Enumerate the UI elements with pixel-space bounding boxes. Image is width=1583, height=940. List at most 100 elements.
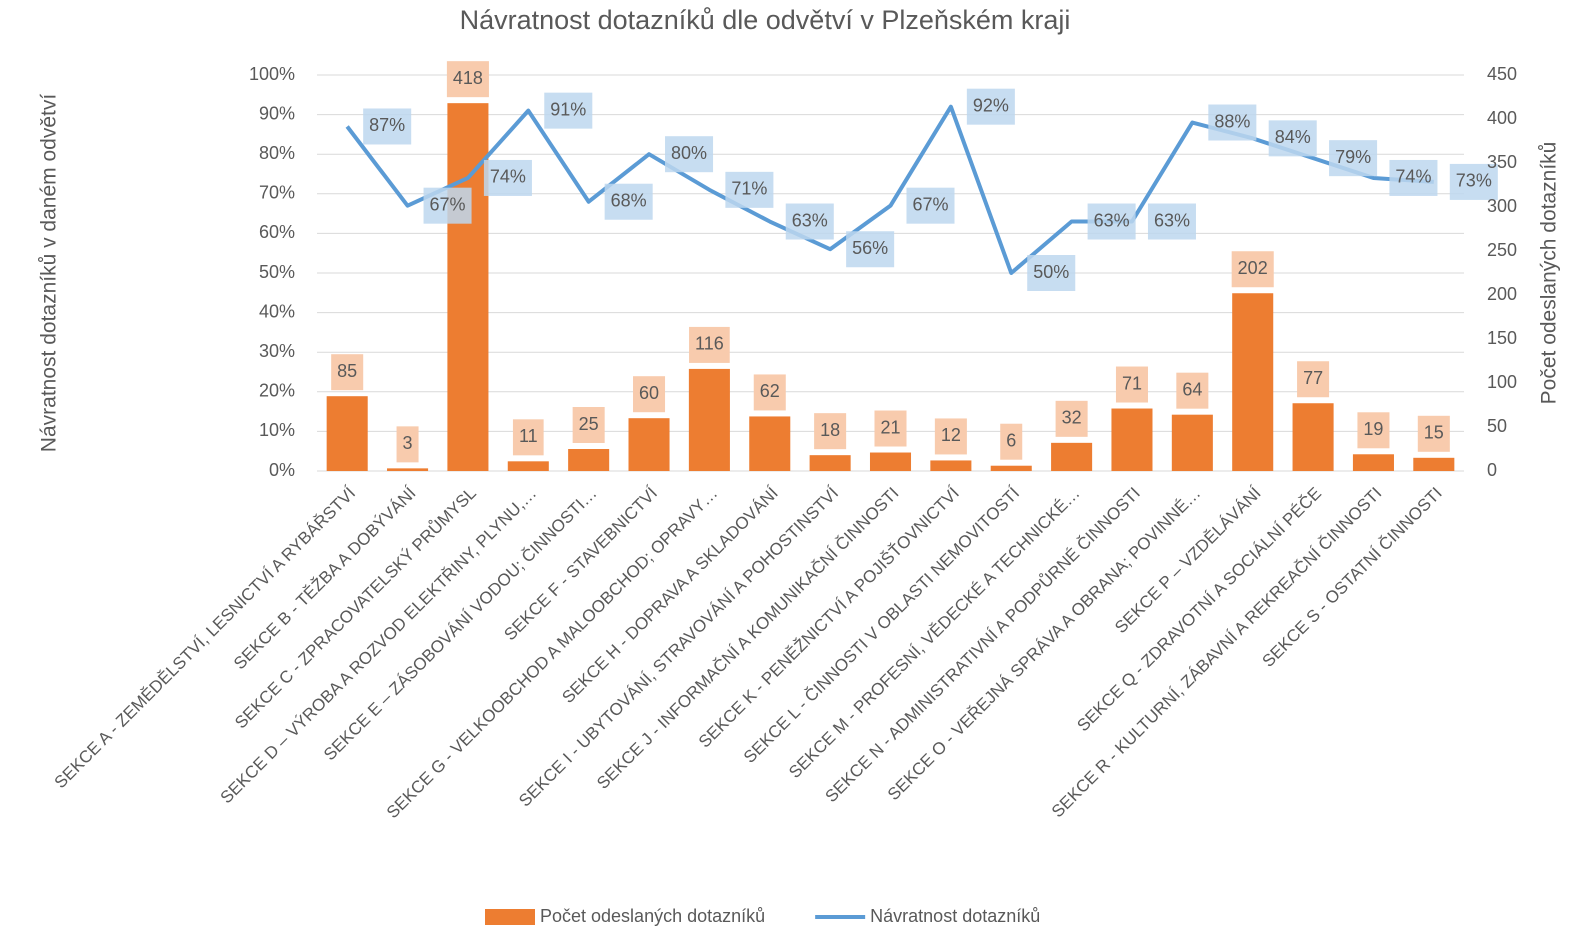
line-value-label-bg [1087,203,1136,240]
bar [809,455,851,471]
bar-value-label-bg [633,376,666,413]
bar-value-label-bg [1297,361,1330,398]
bar-value-label: 25 [579,414,599,434]
bar [930,460,972,471]
bar-value-label: 6 [1006,430,1016,450]
y2-tick-label: 300 [1487,196,1517,216]
bar [1232,293,1274,471]
bar [1352,454,1394,471]
bar [628,418,670,471]
line-value-label: 92% [973,95,1009,115]
bar-value-label-bg [572,407,605,443]
bar-value-label-bg [396,426,419,463]
bar [507,461,549,471]
bar-value-label: 21 [880,417,900,437]
y2-tick-label: 400 [1487,108,1517,128]
bar-value-label: 3 [403,433,413,453]
line-value-label: 88% [1214,111,1250,131]
y2-tick-label: 350 [1487,152,1517,172]
bar-value-label: 32 [1062,408,1082,428]
bar-value-label-bg [1176,372,1209,409]
line-value-label-bg [1147,203,1196,240]
line-value-label: 56% [852,238,888,258]
line-value-label: 63% [1154,210,1190,230]
bar [749,416,791,471]
bar [387,468,429,471]
line-value-label-bg [846,231,895,268]
y-tick-label: 30% [259,341,295,361]
bar [326,396,368,471]
bar [1111,408,1153,471]
bar-value-label: 418 [453,68,483,88]
x-tick-label: SEKCE L - ČINNOSTI V OBLASTI NEMOVITOSTÍ [740,483,1023,766]
bar [447,103,489,471]
bar-value-label-bg [753,374,786,411]
bar-value-label: 60 [639,383,659,403]
bar [1413,457,1455,471]
bar [1051,442,1093,471]
line-value-label-bg [1268,120,1317,157]
line-value-label: 63% [792,210,828,230]
line-value-label-bg [665,136,714,173]
line-value-label: 87% [369,115,405,135]
y-tick-label: 20% [259,381,295,401]
y2-tick-label: 450 [1487,64,1517,84]
grid [317,74,1464,472]
x-tick-label: SEKCE E – ZÁSOBOVÁNÍ VODOU; ČINNOSTI… [320,484,601,765]
line-value-label-bg [1329,140,1378,177]
bar-value-label: 15 [1424,423,1444,443]
bar-value-label: 18 [820,420,840,440]
y-tick-label: 100% [249,64,295,84]
y-tick-label: 90% [259,103,295,123]
bar [688,368,730,471]
y-tick-label: 80% [259,143,295,163]
bar-value-label: 19 [1363,419,1383,439]
line-value-label: 73% [1456,171,1492,191]
line-value-label: 67% [430,194,466,214]
line-value-label-bg [725,171,774,208]
y-tick-label: 0% [269,460,295,480]
line-value-label: 84% [1275,127,1311,147]
line-value-label-bg [966,88,1015,125]
x-tick-label: SEKCE H - DOPRAVA A SKLADOVÁNÍ [558,483,782,707]
bar [1292,403,1334,471]
line-value-label: 79% [1335,147,1371,167]
line-value-label: 91% [550,99,586,119]
bar-value-label-bg [1055,400,1088,437]
bar-value-label-bg [1000,423,1023,460]
legend-label: Návratnost dotazníků [870,906,1040,926]
bar [568,449,610,471]
bar-value-label-bg [331,354,364,391]
chart-title: Návratnost dotazníků dle odvětví v Plzeň… [460,5,1071,35]
bar-value-label-bg [1417,415,1450,452]
y2-tick-label: 150 [1487,328,1517,348]
line-value-label-bg [363,108,412,145]
line-value-label-bg [906,187,955,224]
y2-tick-label: 200 [1487,284,1517,304]
y-tick-label: 40% [259,301,295,321]
y-tick-label: 10% [259,420,295,440]
line-value-label-bg [1449,163,1498,200]
bar-value-label-bg [1115,366,1148,403]
line-value-label: 67% [912,194,948,214]
bar-value-label-bg [1357,412,1390,449]
bar-value-label-bg [814,413,847,450]
x-tick-label: SEKCE M - PROFESNÍ, VĚDECKÉ A TECHNICKÉ… [785,484,1083,782]
bar-value-label: 71 [1122,373,1142,393]
line-value-label-bg [1208,104,1257,141]
legend-swatch [485,909,535,925]
line-value-label-bg [483,159,532,196]
line-value-label-bg [1389,159,1438,196]
line-value-label: 50% [1033,262,1069,282]
y-tick-label: 50% [259,262,295,282]
bar [1171,414,1213,471]
bar-value-label: 64 [1182,379,1202,399]
bar [990,465,1032,471]
line-value-label: 68% [611,190,647,210]
y2-tick-label: 0 [1487,460,1497,480]
y2-tick-label: 50 [1487,416,1507,436]
bar-value-label: 12 [941,425,961,445]
line-value-label-bg [423,187,472,224]
bar-value-label: 85 [337,361,357,381]
